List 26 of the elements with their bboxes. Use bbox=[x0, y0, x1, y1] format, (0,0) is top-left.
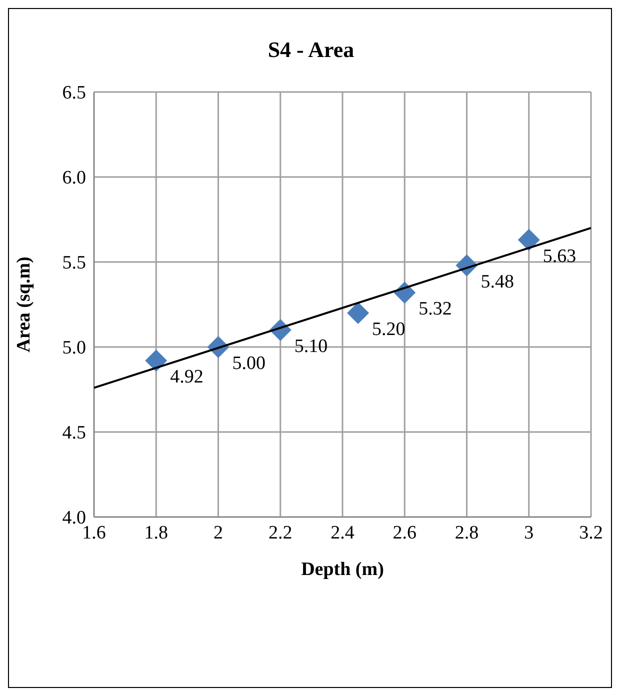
x-tick-label: 2.6 bbox=[392, 522, 416, 544]
y-tick-label: 5.0 bbox=[62, 338, 86, 359]
x-tick-label: 1.8 bbox=[144, 522, 168, 544]
x-tick-label: 2.8 bbox=[454, 522, 479, 544]
x-tick-label: 2.4 bbox=[330, 522, 355, 544]
x-tick-label: 3.2 bbox=[579, 522, 603, 544]
x-tick-label: 3 bbox=[524, 522, 534, 544]
data-label: 5.20 bbox=[372, 319, 406, 340]
y-tick-label: 6.5 bbox=[62, 82, 86, 104]
x-tick-label: 2 bbox=[214, 522, 223, 544]
data-label: 5.10 bbox=[294, 336, 328, 357]
data-label: 5.48 bbox=[480, 271, 514, 292]
data-label: 5.63 bbox=[542, 246, 576, 267]
data-label: 4.92 bbox=[170, 366, 204, 388]
y-tick-label: 5.5 bbox=[62, 252, 86, 274]
data-label: 5.32 bbox=[418, 298, 452, 320]
point bbox=[347, 302, 370, 324]
x-tick-label: 2.2 bbox=[268, 522, 292, 544]
point bbox=[145, 350, 168, 372]
point bbox=[518, 228, 540, 251]
chart-title: S4 - Area bbox=[266, 37, 356, 63]
y-axis-title: Area (sq.m) bbox=[14, 256, 35, 352]
y-tick-label: 6.0 bbox=[62, 168, 86, 189]
y-tick-label: 4.5 bbox=[62, 422, 86, 444]
x-axis-title: Depth (m) bbox=[301, 559, 384, 580]
data-label: 5.00 bbox=[232, 353, 266, 374]
